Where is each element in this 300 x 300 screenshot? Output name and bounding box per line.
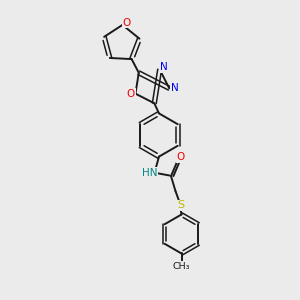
Text: HN: HN xyxy=(142,168,158,178)
Text: N: N xyxy=(171,83,178,93)
Text: CH₃: CH₃ xyxy=(173,262,190,271)
Text: S: S xyxy=(178,200,185,211)
Text: N: N xyxy=(160,62,168,72)
Text: O: O xyxy=(122,17,130,28)
Text: O: O xyxy=(177,152,185,162)
Text: O: O xyxy=(127,89,135,99)
